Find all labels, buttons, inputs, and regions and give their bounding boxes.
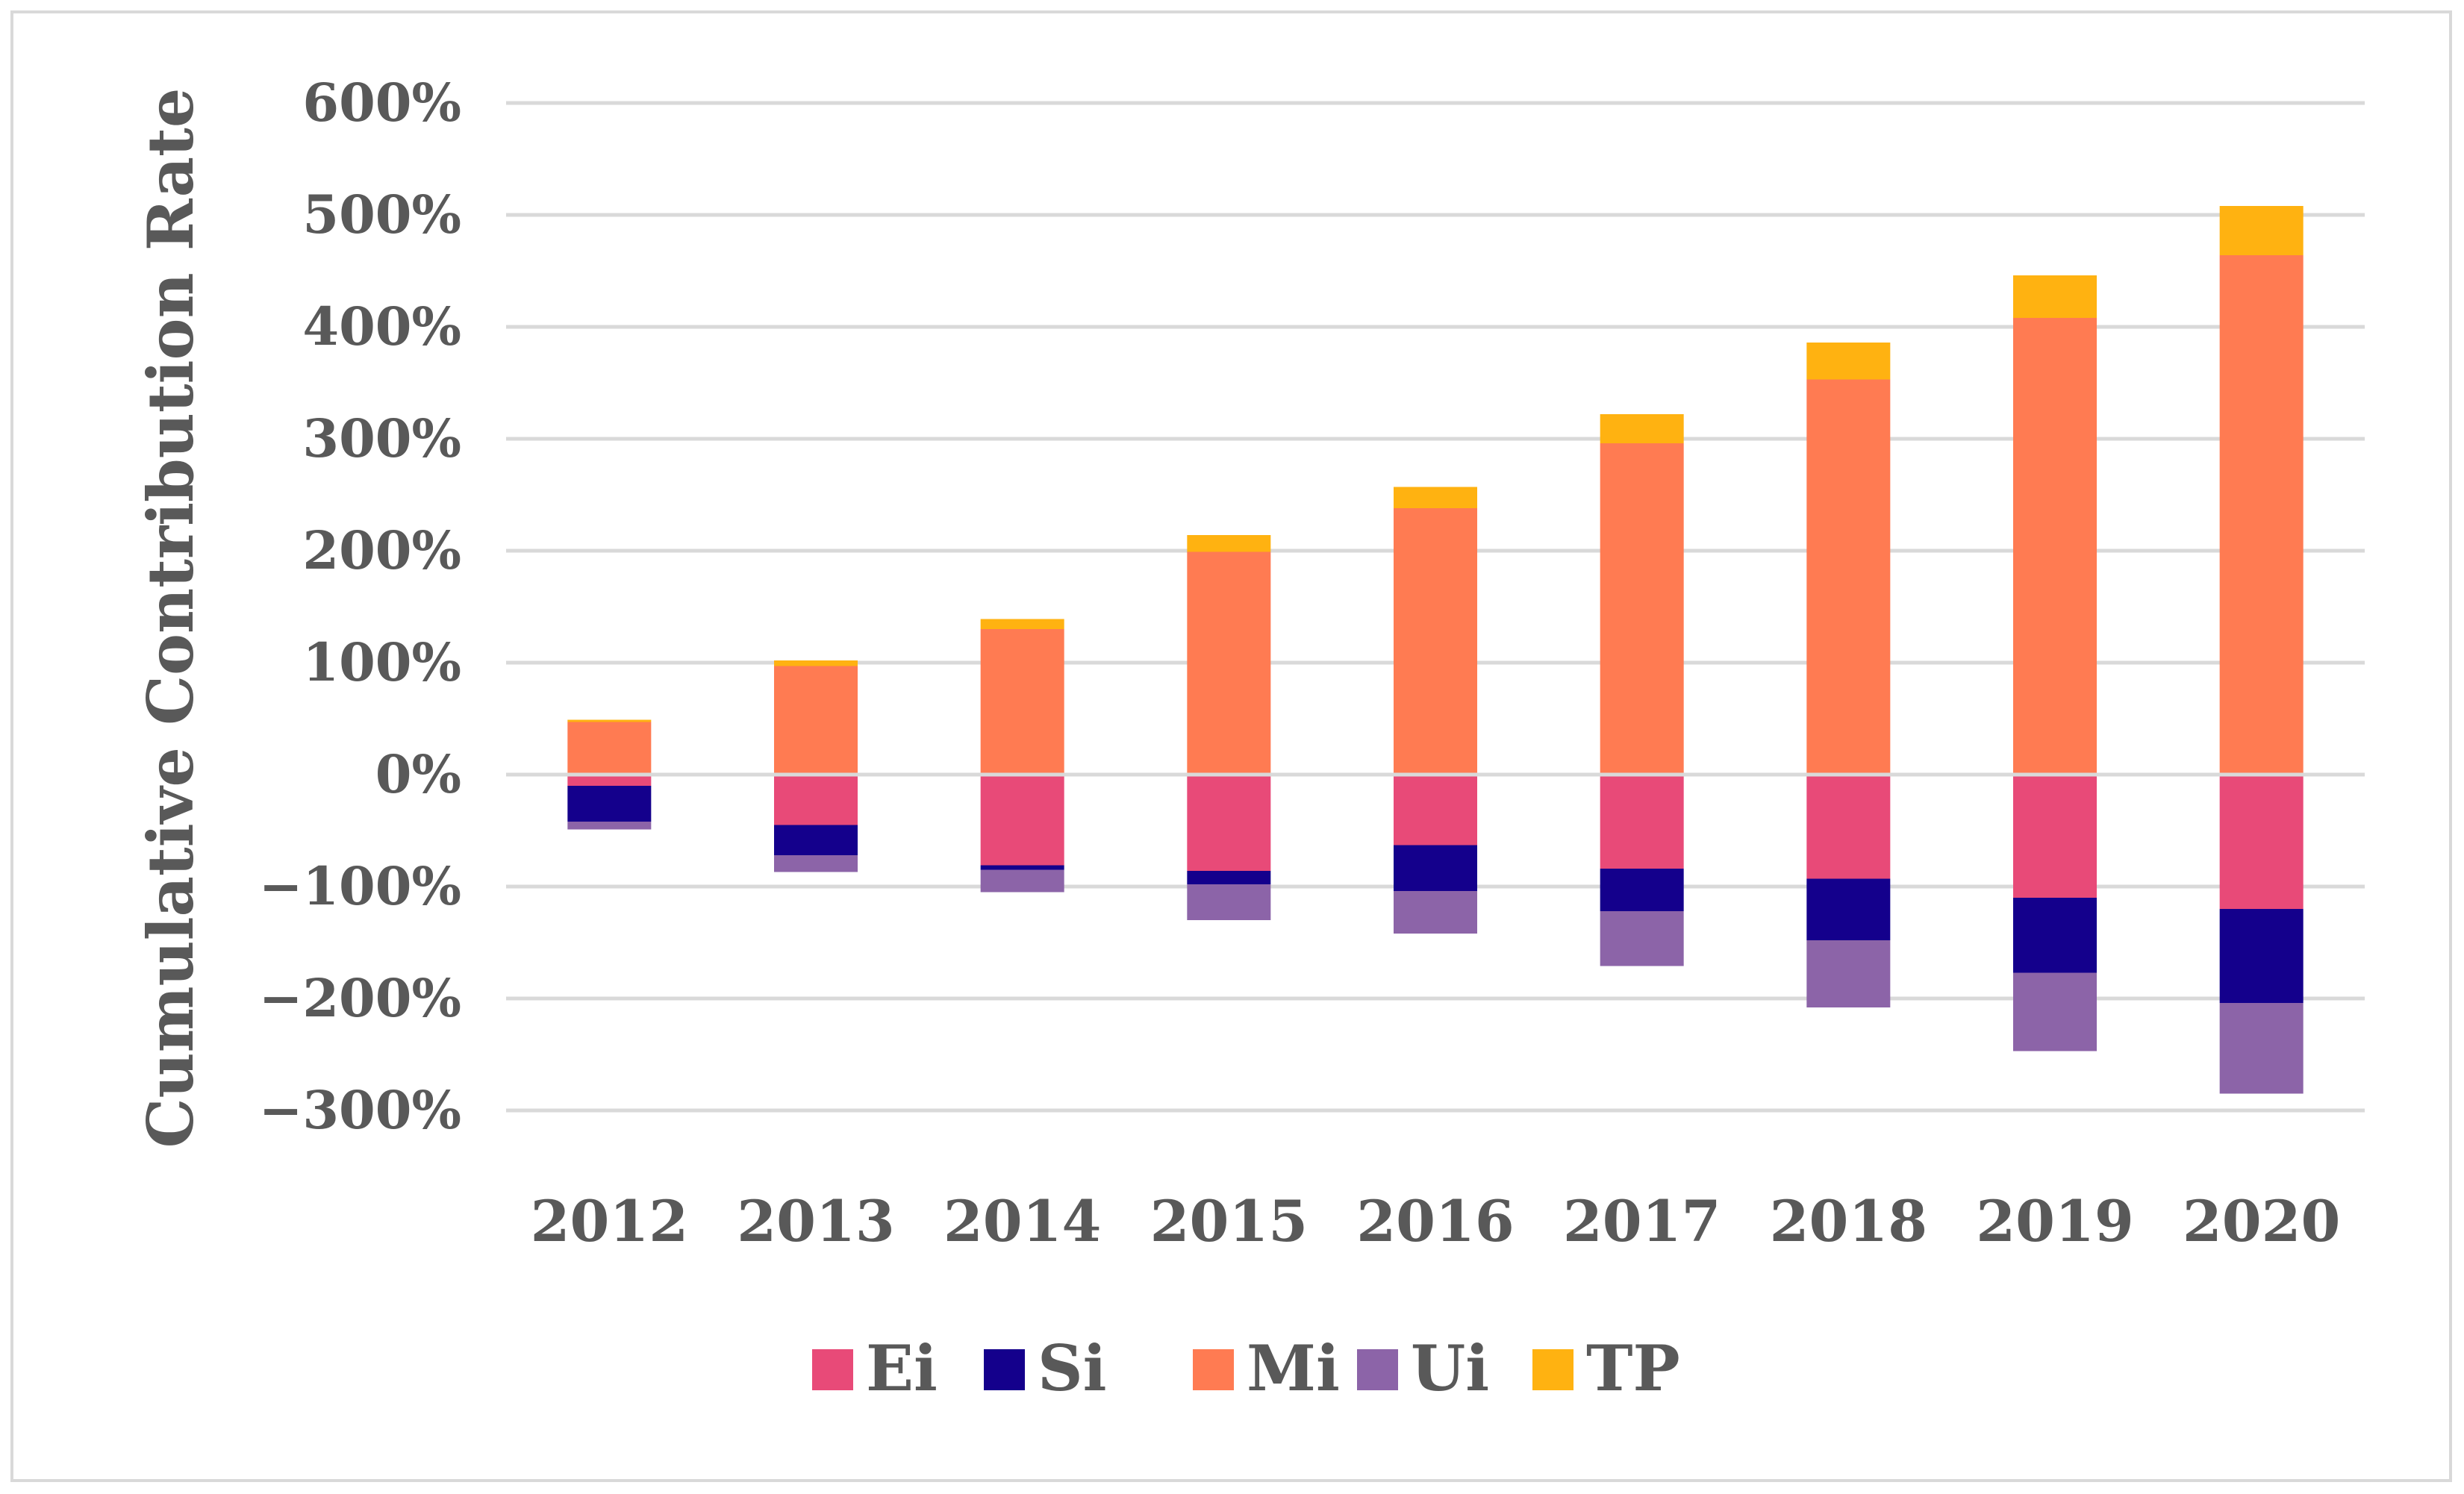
x-axis-ticks: 2012 2013 2014 2015 2016 2017 2018 2019 2020 — [531, 1188, 2341, 1254]
bars — [567, 206, 2304, 1094]
x-tick-label: 2015 — [1150, 1188, 1309, 1254]
bar-si-2017 — [1600, 869, 1684, 911]
bar-ei-2013 — [774, 775, 858, 825]
bar-si-2012 — [567, 786, 652, 822]
bar-ui-2013 — [774, 855, 858, 872]
bar-mi-2012 — [567, 722, 652, 775]
y-tick-label: 100% — [302, 631, 461, 693]
y-tick-label: 500% — [302, 184, 461, 246]
bar-si-2019 — [2013, 898, 2097, 973]
bar-si-2014 — [980, 865, 1064, 870]
chart-frame: 600% 500% 400% 300% 200% 100% 0% −100% −200% −300… — [10, 10, 2452, 1482]
stacked-bar-chart: 600% 500% 400% 300% 200% 100% 0% −100% −200% −300… — [134, 72, 2365, 1405]
bar-si-2015 — [1187, 871, 1271, 884]
bar-tp-2013 — [774, 660, 858, 666]
bar-mi-2016 — [1394, 508, 1477, 775]
bar-tp-2017 — [1600, 414, 1684, 443]
bar-tp-2015 — [1187, 535, 1271, 552]
bar-tp-2019 — [2013, 275, 2097, 318]
bar-ei-2012 — [567, 775, 652, 786]
bar-ui-2014 — [980, 869, 1064, 893]
bar-ei-2020 — [2219, 775, 2304, 909]
legend-swatch-si — [984, 1349, 1025, 1390]
bar-ei-2016 — [1394, 775, 1477, 846]
legend-label-mi: Mi — [1247, 1331, 1340, 1405]
bar-si-2016 — [1394, 845, 1477, 891]
bar-ui-2017 — [1600, 911, 1684, 966]
bar-mi-2018 — [1806, 379, 1891, 775]
x-tick-label: 2019 — [1976, 1188, 2134, 1254]
y-tick-label: 400% — [302, 296, 461, 357]
legend: Ei Si Mi Ui TP — [812, 1331, 1680, 1405]
bar-ui-2019 — [2013, 972, 2097, 1051]
bar-ui-2015 — [1187, 884, 1271, 920]
bar-mi-2017 — [1600, 443, 1684, 775]
bar-ui-2020 — [2219, 1003, 2304, 1094]
y-tick-label: −300% — [259, 1079, 461, 1141]
bar-ui-2012 — [567, 822, 652, 830]
bar-si-2013 — [774, 825, 858, 855]
bar-si-2020 — [2219, 909, 2304, 1003]
bar-tp-2016 — [1394, 487, 1477, 508]
x-tick-label: 2017 — [1563, 1188, 1721, 1254]
legend-swatch-tp — [1532, 1349, 1573, 1390]
y-tick-label: −200% — [259, 967, 461, 1029]
legend-label-ui: Ui — [1411, 1331, 1489, 1405]
y-tick-label: 300% — [302, 407, 461, 469]
bar-tp-2014 — [980, 619, 1064, 629]
bar-tp-2020 — [2219, 206, 2304, 255]
y-tick-label: 0% — [375, 743, 461, 805]
legend-swatch-ei — [812, 1349, 853, 1390]
legend-swatch-mi — [1193, 1349, 1234, 1390]
bar-mi-2014 — [980, 629, 1064, 775]
bar-mi-2015 — [1187, 551, 1271, 775]
legend-label-ei: Ei — [866, 1331, 938, 1405]
legend-label-si: Si — [1038, 1331, 1107, 1405]
x-tick-label: 2014 — [944, 1188, 1102, 1254]
x-tick-label: 2018 — [1770, 1188, 1928, 1254]
bar-ui-2018 — [1806, 940, 1891, 1007]
x-tick-label: 2016 — [1356, 1188, 1515, 1254]
bar-ei-2018 — [1806, 775, 1891, 879]
y-axis-ticks: 600% 500% 400% 300% 200% 100% 0% −100% −200% −300… — [259, 72, 461, 1141]
bar-mi-2019 — [2013, 318, 2097, 775]
bar-ui-2016 — [1394, 891, 1477, 934]
bar-si-2018 — [1806, 878, 1891, 940]
x-tick-label: 2013 — [737, 1188, 895, 1254]
bar-ei-2015 — [1187, 775, 1271, 871]
x-tick-label: 2020 — [2183, 1188, 2341, 1254]
bar-tp-2012 — [567, 719, 652, 722]
bar-ei-2019 — [2013, 775, 2097, 898]
legend-label-tp: TP — [1586, 1331, 1680, 1405]
y-axis-label: Cumulative Contribution Rate — [134, 88, 208, 1148]
legend-swatch-ui — [1357, 1349, 1398, 1390]
bar-mi-2020 — [2219, 255, 2304, 775]
y-tick-label: 600% — [302, 72, 461, 134]
bar-mi-2013 — [774, 666, 858, 775]
x-tick-label: 2012 — [531, 1188, 689, 1254]
bar-ei-2017 — [1600, 775, 1684, 869]
bar-tp-2018 — [1806, 343, 1891, 380]
y-tick-label: 200% — [302, 519, 461, 581]
bar-ei-2014 — [980, 775, 1064, 866]
y-tick-label: −100% — [259, 855, 461, 917]
